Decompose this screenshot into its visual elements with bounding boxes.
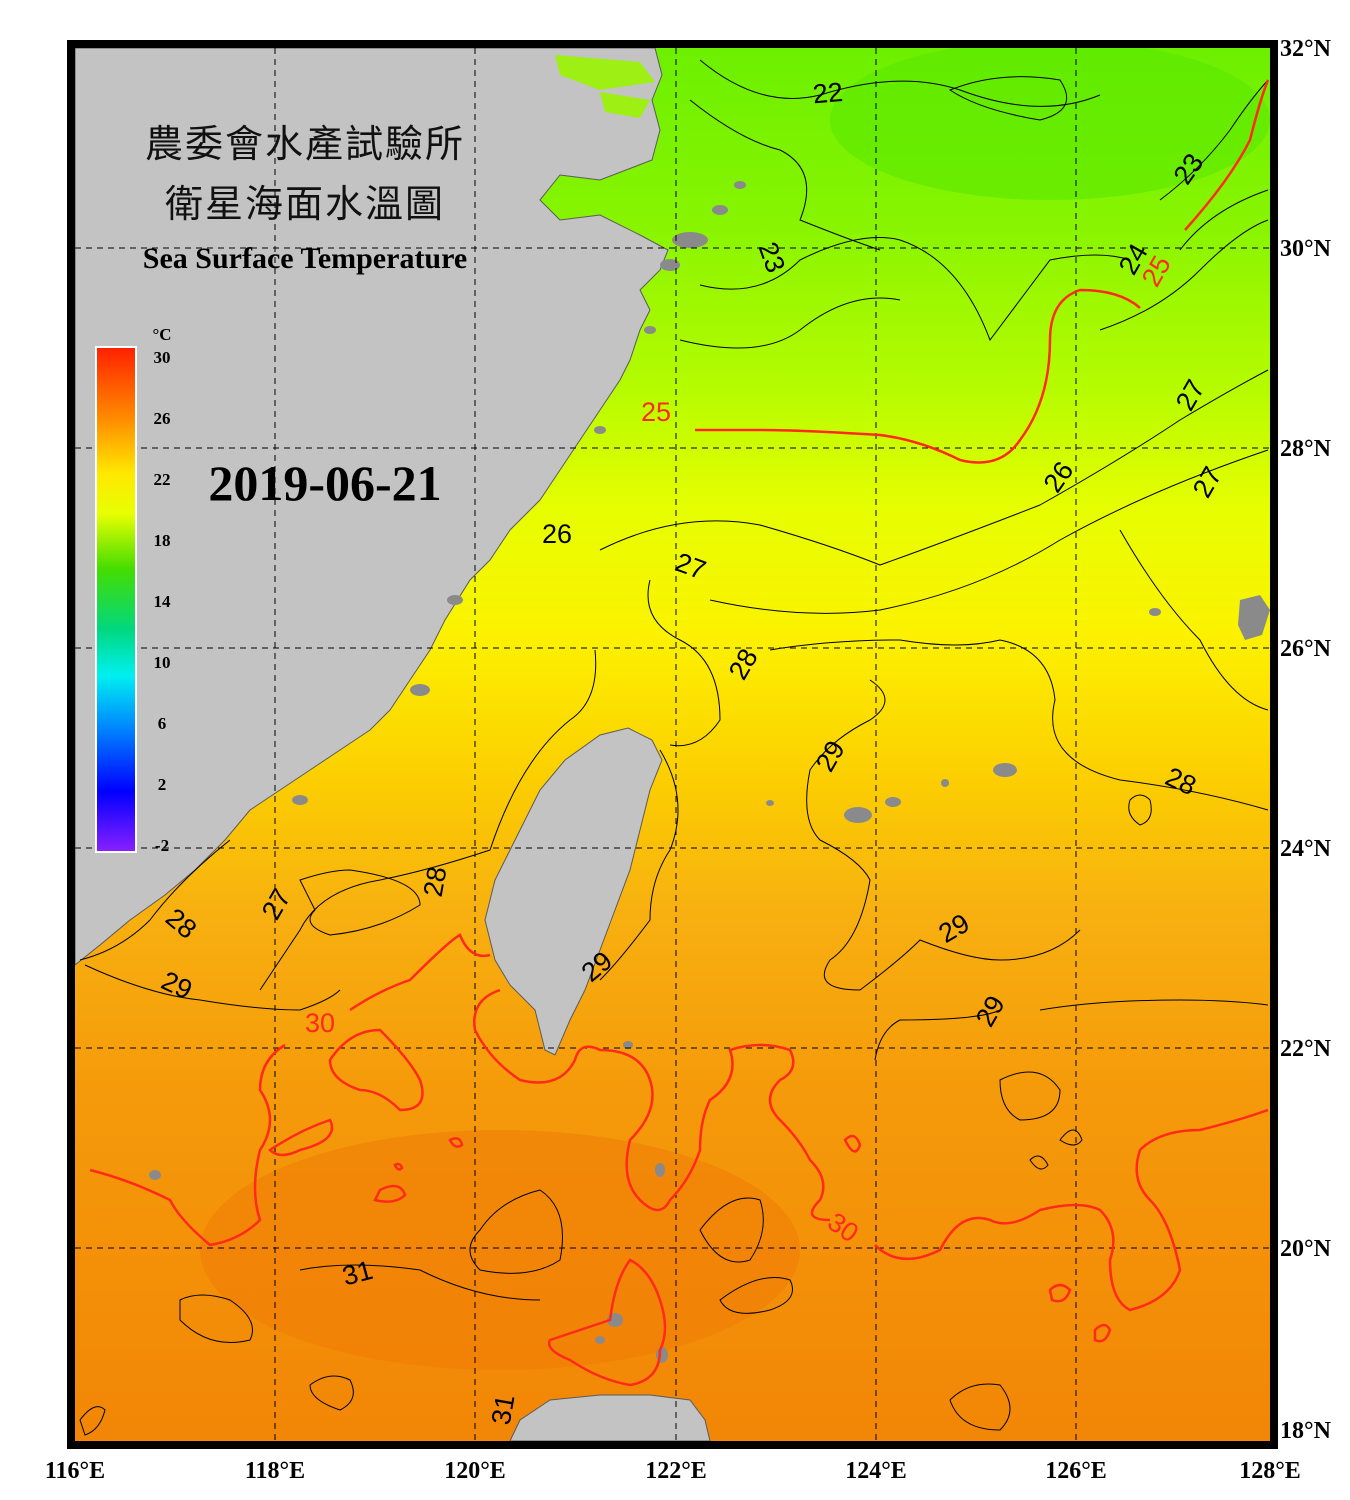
isotherm-label: 30 [305, 1008, 335, 1038]
colorbar-tick-label: 6 [158, 714, 167, 733]
colorbar-tick-label: 26 [154, 409, 171, 428]
title-zh-line1: 農委會水產試驗所 [145, 122, 465, 166]
latitude-label: 24°N [1280, 836, 1332, 862]
colorbar-unit: °C [152, 325, 171, 344]
islands-zhoushan [292, 181, 746, 805]
colorbar-tick-label: 30 [154, 348, 171, 367]
colorbar-tick-label: 2 [158, 775, 167, 794]
land-china-mainland [75, 48, 669, 966]
longitude-labels: 116°E 118°E 120°E 122°E 124°E 126°E 128°E [45, 1458, 1301, 1484]
longitude-label: 128°E [1239, 1458, 1301, 1484]
colorbar-tick-label: 18 [154, 531, 171, 550]
colorbar-tick-label: 22 [154, 470, 171, 489]
longitude-label: 120°E [444, 1458, 506, 1484]
latitude-label: 32°N [1280, 36, 1332, 62]
title-zh-line2: 衛星海面水溫圖 [165, 182, 445, 226]
latitude-labels: 32°N 30°N 28°N 26°N 24°N 22°N 20°N 18°N [1280, 36, 1332, 1444]
longitude-label: 124°E [845, 1458, 907, 1484]
map-frame [67, 40, 1278, 1449]
colorbar-tick-label: 14 [154, 592, 172, 611]
colorbar-tick-label: -2 [155, 836, 169, 855]
isotherm-label: 26 [542, 519, 572, 549]
longitude-label: 118°E [245, 1458, 305, 1484]
land-taiwan [484, 727, 663, 1056]
isotherm-label: 22 [812, 77, 845, 110]
latitude-label: 22°N [1280, 1036, 1332, 1062]
isotherm-label: 28 [418, 864, 453, 899]
latitude-label: 30°N [1280, 236, 1332, 262]
map-date: 2019-06-21 [208, 455, 441, 511]
colorbar-ramp [95, 346, 137, 853]
graticule [75, 48, 1270, 1441]
longitude-label: 122°E [645, 1458, 707, 1484]
land-luzon [509, 1394, 711, 1441]
isotherm-label: 25 [641, 397, 671, 427]
isotherms-red [89, 79, 1270, 1387]
isotherm-label: 31 [486, 1392, 521, 1427]
title-en: Sea Surface Temperature [143, 242, 467, 275]
islands-ryukyu [149, 595, 1270, 1363]
isotherms-black [79, 59, 1269, 1436]
latitude-label: 26°N [1280, 636, 1332, 662]
latitude-label: 18°N [1280, 1418, 1332, 1444]
latitude-label: 20°N [1280, 1236, 1332, 1262]
colorbar-tick-label: 10 [154, 653, 171, 672]
colorbar: °C 30 26 22 18 14 10 6 2 -2 [95, 325, 172, 855]
longitude-label: 116°E [45, 1458, 105, 1484]
latitude-label: 28°N [1280, 436, 1332, 462]
longitude-label: 126°E [1045, 1458, 1107, 1484]
